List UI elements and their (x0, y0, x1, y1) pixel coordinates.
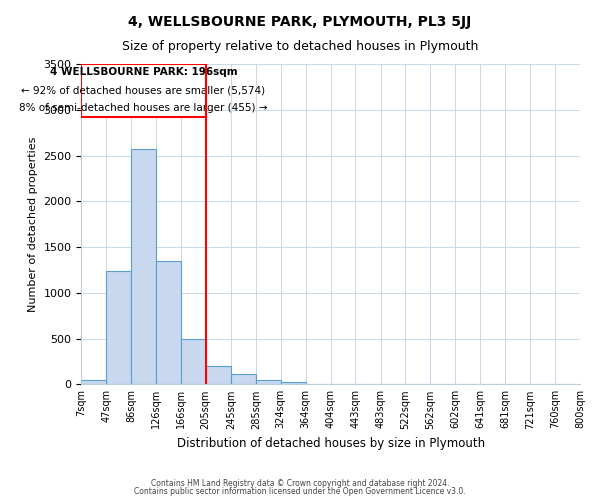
X-axis label: Distribution of detached houses by size in Plymouth: Distribution of detached houses by size … (176, 437, 485, 450)
Bar (156, 261, 181, 384)
Bar (281, 382, 306, 384)
Text: 8% of semi-detached houses are larger (455) →: 8% of semi-detached houses are larger (4… (19, 102, 268, 113)
Bar (231, 374, 256, 384)
Bar (81, 64, 206, 117)
Bar (106, 271, 131, 384)
Bar (256, 380, 281, 384)
Text: 4, WELLSBOURNE PARK, PLYMOUTH, PL3 5JJ: 4, WELLSBOURNE PARK, PLYMOUTH, PL3 5JJ (128, 15, 472, 29)
Text: 4 WELLSBOURNE PARK: 196sqm: 4 WELLSBOURNE PARK: 196sqm (50, 67, 237, 77)
Bar (206, 366, 231, 384)
Text: Size of property relative to detached houses in Plymouth: Size of property relative to detached ho… (122, 40, 478, 53)
Bar (81, 380, 106, 384)
Y-axis label: Number of detached properties: Number of detached properties (28, 136, 38, 312)
Bar (131, 149, 156, 384)
Text: Contains public sector information licensed under the Open Government Licence v3: Contains public sector information licen… (134, 487, 466, 496)
Text: ← 92% of detached houses are smaller (5,574): ← 92% of detached houses are smaller (5,… (22, 86, 266, 96)
Text: Contains HM Land Registry data © Crown copyright and database right 2024.: Contains HM Land Registry data © Crown c… (151, 478, 449, 488)
Bar (181, 338, 206, 384)
